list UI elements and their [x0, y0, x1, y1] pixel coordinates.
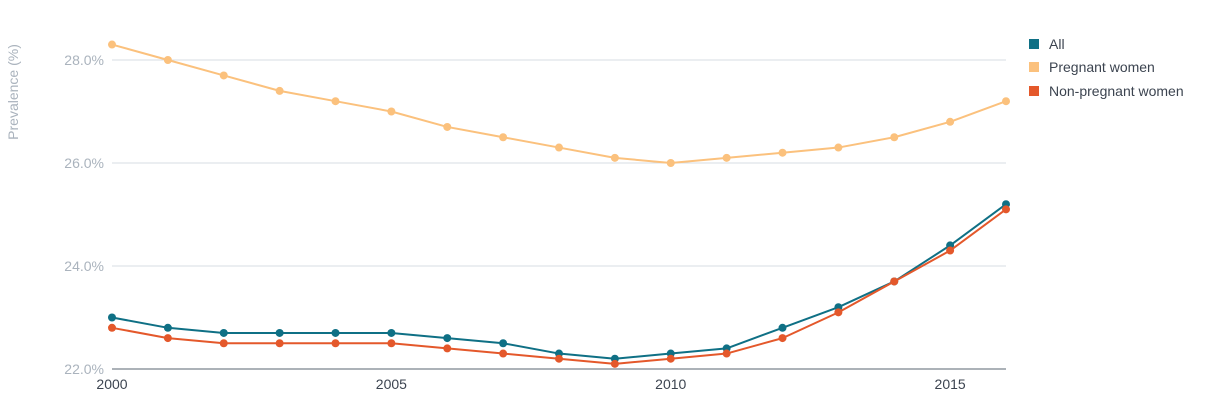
legend-swatch — [1029, 38, 1039, 49]
y-tick-label: 22.0% — [64, 361, 104, 377]
y-tick-label: 26.0% — [64, 155, 104, 171]
data-point[interactable] — [387, 328, 396, 337]
data-point[interactable] — [555, 354, 563, 363]
data-point[interactable] — [890, 277, 899, 286]
legend-item[interactable]: Non-pregnant women — [1029, 79, 1184, 103]
series-non-pregnant-women — [108, 205, 1010, 368]
data-point[interactable] — [331, 339, 340, 348]
series-pregnant-women — [108, 40, 1010, 167]
data-point[interactable] — [275, 328, 284, 337]
data-point[interactable] — [443, 334, 452, 343]
data-point[interactable] — [1002, 205, 1010, 214]
legend-label: All — [1049, 35, 1065, 52]
data-point[interactable] — [275, 86, 284, 95]
data-point[interactable] — [163, 334, 172, 343]
data-point[interactable] — [443, 344, 452, 353]
data-point[interactable] — [610, 359, 619, 368]
data-point[interactable] — [778, 323, 787, 332]
data-point[interactable] — [499, 339, 508, 348]
data-point[interactable] — [163, 56, 172, 64]
data-point[interactable] — [387, 107, 396, 116]
legend-item[interactable]: Pregnant women — [1029, 56, 1184, 80]
legend-label: Pregnant women — [1049, 59, 1155, 76]
data-point[interactable] — [1002, 97, 1010, 106]
x-tick-label: 2010 — [655, 376, 686, 392]
series-all — [108, 200, 1010, 363]
data-point[interactable] — [219, 71, 228, 80]
data-point[interactable] — [890, 133, 899, 142]
data-point[interactable] — [108, 313, 116, 322]
data-point[interactable] — [331, 328, 340, 337]
data-point[interactable] — [387, 339, 396, 348]
legend-swatch — [1029, 62, 1039, 73]
x-tick-label: 2000 — [96, 376, 127, 392]
y-axis-title: Prevalence (%) — [5, 44, 21, 140]
data-point[interactable] — [555, 143, 563, 152]
data-point[interactable] — [946, 246, 955, 255]
data-point[interactable] — [722, 153, 731, 162]
legend: All Pregnant women Non-pregnant women — [1029, 32, 1184, 103]
data-point[interactable] — [778, 148, 787, 157]
data-point[interactable] — [666, 159, 675, 167]
y-tick-label: 28.0% — [64, 52, 104, 68]
x-tick-label: 2005 — [376, 376, 407, 392]
legend-item[interactable]: All — [1029, 32, 1184, 56]
data-point[interactable] — [443, 122, 452, 131]
x-tick-label: 2015 — [935, 376, 966, 392]
y-tick-label: 24.0% — [64, 258, 104, 274]
data-point[interactable] — [108, 323, 116, 332]
grid-layer — [112, 59, 1006, 370]
data-point[interactable] — [108, 40, 116, 49]
series-line — [111, 203, 1007, 360]
data-point[interactable] — [834, 308, 843, 317]
data-point[interactable] — [219, 328, 228, 337]
data-point[interactable] — [610, 153, 619, 162]
axis-layer: Prevalence (%) 22.0% 24.0% 26.0% 28.0% 2000 2… — [5, 44, 966, 392]
data-point[interactable] — [778, 334, 787, 343]
data-point[interactable] — [499, 349, 508, 358]
data-point[interactable] — [499, 133, 508, 142]
series-line — [111, 208, 1007, 365]
data-point[interactable] — [163, 323, 172, 332]
series-layer — [108, 40, 1010, 368]
data-point[interactable] — [834, 143, 843, 152]
data-point[interactable] — [946, 117, 955, 126]
data-point[interactable] — [666, 354, 675, 363]
legend-swatch — [1029, 85, 1039, 96]
data-point[interactable] — [275, 339, 284, 348]
legend-label: Non-pregnant women — [1049, 82, 1184, 99]
data-point[interactable] — [331, 97, 340, 106]
data-point[interactable] — [219, 339, 228, 348]
data-point[interactable] — [722, 349, 731, 358]
